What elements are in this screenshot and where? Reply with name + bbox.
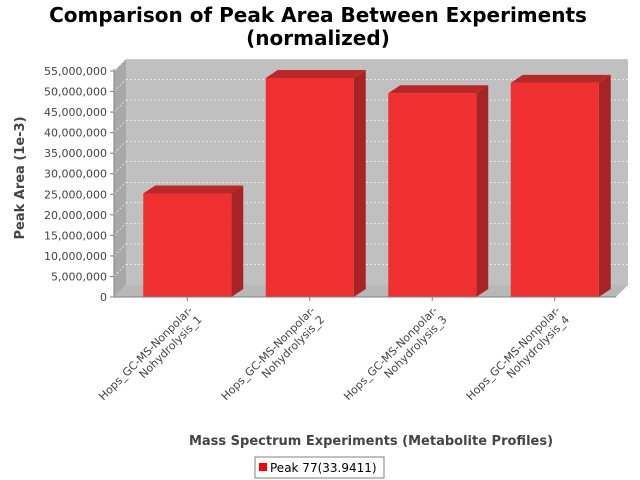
grid-line — [113, 140, 127, 154]
legend-entry-label: Peak 77(33.9411) — [270, 461, 377, 475]
bar-top — [388, 85, 489, 94]
bar — [143, 185, 244, 297]
x-tick-label: Hops_GC-MS-Nonpolar-Nohydrolysis_2 — [219, 304, 327, 412]
y-tick-label: 5,000,000 — [51, 270, 107, 283]
bar-side — [231, 185, 244, 297]
grid-line — [113, 264, 127, 277]
bar-front — [510, 82, 599, 297]
plot-left-wall — [114, 59, 126, 297]
bar-front — [143, 193, 232, 297]
x-tick-label-line: Hops_GC-MS-Nonpolar- — [464, 304, 563, 403]
grid-line — [113, 161, 127, 174]
chart-title-line-2: (normalized) — [246, 26, 390, 50]
x-tick-label: Hops_GC-MS-Nonpolar-Nohydrolysis_4 — [464, 304, 572, 412]
y-tick-label: 20,000,000 — [44, 209, 107, 222]
legend-box — [254, 456, 385, 479]
y-tick-label: 15,000,000 — [44, 229, 107, 242]
y-tick-label: 45,000,000 — [44, 106, 107, 119]
y-axis: 0 5,000,000 10,000,000 15,000,000 20,000,000… — [44, 65, 115, 304]
bar-top — [265, 69, 366, 78]
grid-line — [113, 58, 127, 72]
grid-line — [113, 182, 127, 195]
x-tick-label: Hops_GC-MS-Nonpolar-Nohydrolysis_1 — [96, 304, 204, 412]
y-tick-label: 10,000,000 — [44, 250, 107, 263]
y-tick-label: 55,000,000 — [44, 65, 107, 78]
bar — [388, 85, 489, 298]
bar-front — [265, 77, 354, 298]
grid-line — [113, 202, 127, 216]
y-tick-label: 50,000,000 — [44, 86, 107, 99]
y-tick-label: 25,000,000 — [44, 188, 107, 201]
grid-line — [113, 99, 127, 113]
legend-swatch — [259, 463, 267, 471]
y-axis-label: Peak Area (1e-3) — [13, 116, 28, 239]
grid-line — [113, 120, 127, 133]
bar-side — [476, 85, 489, 298]
x-tick-label-line: Hops_GC-MS-Nonpolar- — [341, 304, 440, 403]
bar-side — [353, 69, 366, 297]
x-tick-label-line: Hops_GC-MS-Nonpolar- — [219, 304, 318, 403]
bar-top — [143, 185, 244, 194]
plot-back-wall — [126, 59, 628, 285]
x-axis: Hops_GC-MS-Nonpolar-Nohydrolysis_1 Hops_G… — [96, 296, 616, 412]
x-tick-label: Hops_GC-MS-Nonpolar-Nohydrolysis_3 — [341, 304, 449, 412]
y-tick-label: 35,000,000 — [44, 147, 107, 160]
chart-title-line-1: Comparison of Peak Area Between Experime… — [49, 3, 587, 27]
x-tick-label-line: Hops_GC-MS-Nonpolar- — [96, 304, 195, 403]
grid-lines — [113, 58, 628, 277]
bar — [510, 74, 611, 297]
y-tick-label: 30,000,000 — [44, 168, 107, 181]
grid-line — [113, 223, 127, 236]
y-tick-label: 40,000,000 — [44, 127, 107, 140]
grid-line — [113, 79, 127, 92]
grid-line — [113, 243, 127, 257]
bar-side — [598, 74, 611, 297]
bar-top — [510, 74, 611, 83]
x-axis-label: Mass Spectrum Experiments (Metabolite Pr… — [189, 434, 553, 449]
bar — [265, 69, 366, 298]
bars — [143, 69, 611, 298]
legend: Peak 77(33.9411) — [254, 456, 385, 479]
bar-front — [388, 93, 477, 298]
y-tick-label: 0 — [100, 291, 107, 304]
